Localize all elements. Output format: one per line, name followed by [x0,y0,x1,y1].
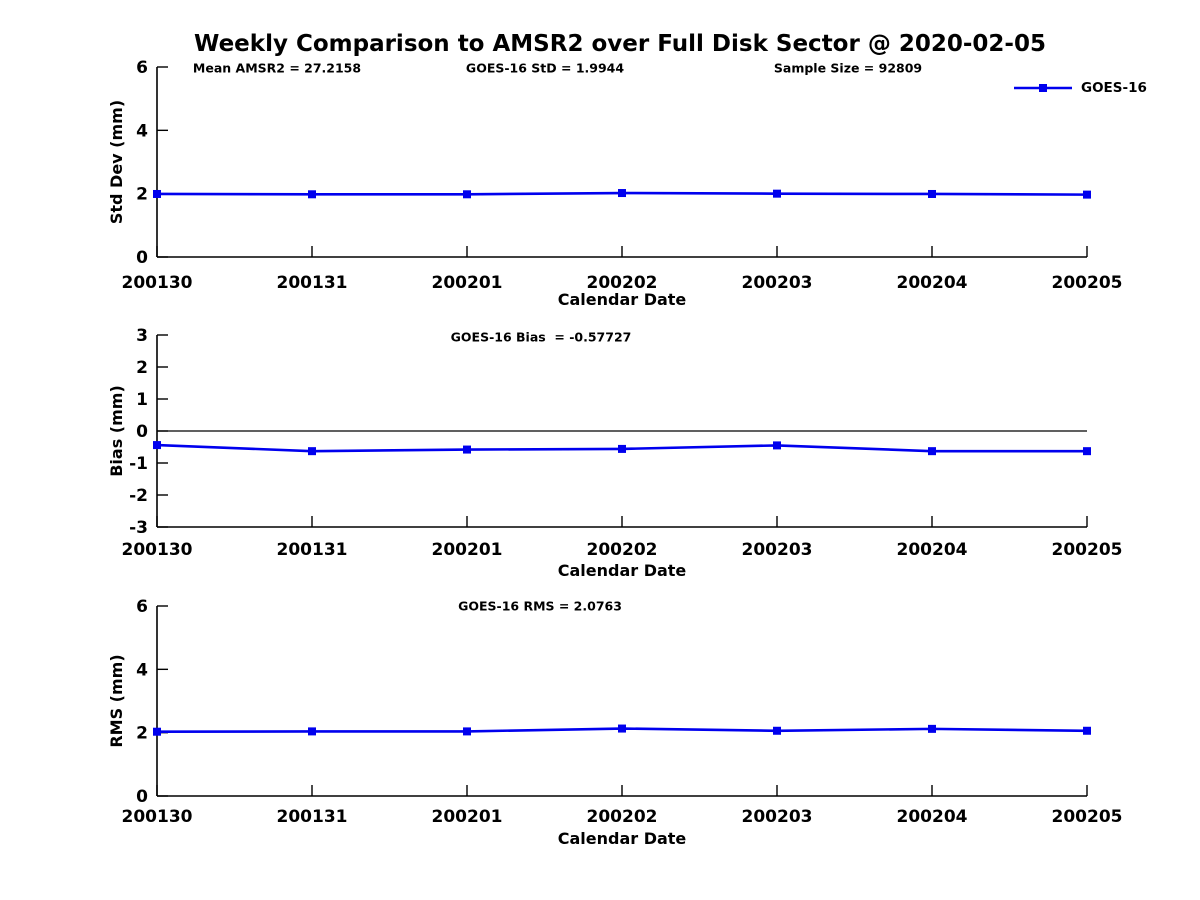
x-tick-label: 200203 [742,540,813,560]
data-point-marker [463,445,471,454]
data-point-marker [308,447,316,456]
y-tick-label: 6 [136,58,148,78]
legend-line-marker-icon [1014,84,1072,92]
y-tick-label: 0 [136,422,148,442]
data-point-marker [928,447,936,456]
annotation-mean-amsr2: Mean AMSR2 = 27.2158 [192,60,362,76]
data-point-marker [308,190,316,199]
x-tick-label: 200130 [122,807,193,827]
data-point-marker [463,727,471,736]
y-axis-label: RMS (mm) [107,654,126,747]
legend-label: GOES-16 [1081,80,1147,96]
x-tick-label: 200202 [587,273,658,293]
x-tick-label: 200203 [742,807,813,827]
data-point-marker [153,189,161,198]
data-point-marker [308,727,316,736]
data-point-marker [773,441,781,450]
data-point-marker [618,724,626,733]
x-tick-label: 200201 [432,273,503,293]
y-tick-label: -2 [129,486,148,506]
legend: GOES-16 [1012,78,1147,98]
y-axis-label: Std Dev (mm) [107,100,126,224]
x-tick-label: 200203 [742,273,813,293]
figure-title: Weekly Comparison to AMSR2 over Full Dis… [194,31,1046,57]
subplot-rms-title: GOES-16 RMS = 2.0763 [458,598,622,614]
data-point-marker [773,189,781,198]
y-tick-label: 0 [136,787,148,807]
y-tick-label: 2 [136,185,148,205]
x-tick-label: 200205 [1052,807,1123,827]
y-tick-label: -1 [129,454,148,474]
x-tick-label: 200131 [277,540,348,560]
y-tick-label: 2 [136,358,148,378]
x-tick-label: 200131 [277,273,348,293]
data-point-marker [153,727,161,736]
x-tick-label: 200205 [1052,540,1123,560]
y-tick-label: 3 [136,326,148,346]
data-point-marker [773,726,781,735]
x-tick-label: 200202 [587,540,658,560]
data-point-marker [618,189,626,198]
subplot-bias-title: GOES-16 Bias = -0.57727 [450,329,632,345]
data-point-marker [463,190,471,199]
data-point-marker [1083,190,1091,199]
annotation-goes16-std: GOES-16 StD = 1.9944 [465,60,625,76]
y-tick-label: 2 [136,724,148,744]
y-tick-label: -3 [129,518,148,538]
annotation-sample-size: Sample Size = 92809 [773,60,923,76]
y-tick-label: 4 [136,660,148,680]
x-tick-label: 200201 [432,807,503,827]
x-tick-label: 200130 [122,540,193,560]
y-tick-label: 6 [136,597,148,617]
subplot-1: 0 2 4 6 200130 200131 200201 200202 200203 200204… [107,58,1122,309]
subplot-2: -3 -2 -1 0 1 2 3 200130 200131 200201 200202 200203… [107,326,1122,580]
x-axis-label: Calendar Date [558,829,687,848]
data-point-marker [1083,447,1091,456]
x-axis-label: Calendar Date [558,290,687,309]
x-tick-label: 200202 [587,807,658,827]
y-tick-label: 1 [136,390,148,410]
x-tick-label: 200204 [897,807,968,827]
y-tick-label: 4 [136,121,148,141]
x-tick-label: 200205 [1052,273,1123,293]
data-point-marker [153,441,161,450]
x-axis-label: Calendar Date [558,561,687,580]
x-tick-label: 200201 [432,540,503,560]
x-tick-label: 200130 [122,273,193,293]
subplot-3: 0 2 4 6 200130 200131 200201 200202 200203 200204… [107,597,1122,848]
x-tick-label: 200204 [897,273,968,293]
y-axis-label: Bias (mm) [107,385,126,477]
x-tick-label: 200204 [897,540,968,560]
data-point-marker [1083,726,1091,735]
data-point-marker [928,189,936,198]
x-tick-label: 200131 [277,807,348,827]
data-point-marker [618,444,626,453]
data-point-marker [928,724,936,733]
y-tick-label: 0 [136,248,148,268]
